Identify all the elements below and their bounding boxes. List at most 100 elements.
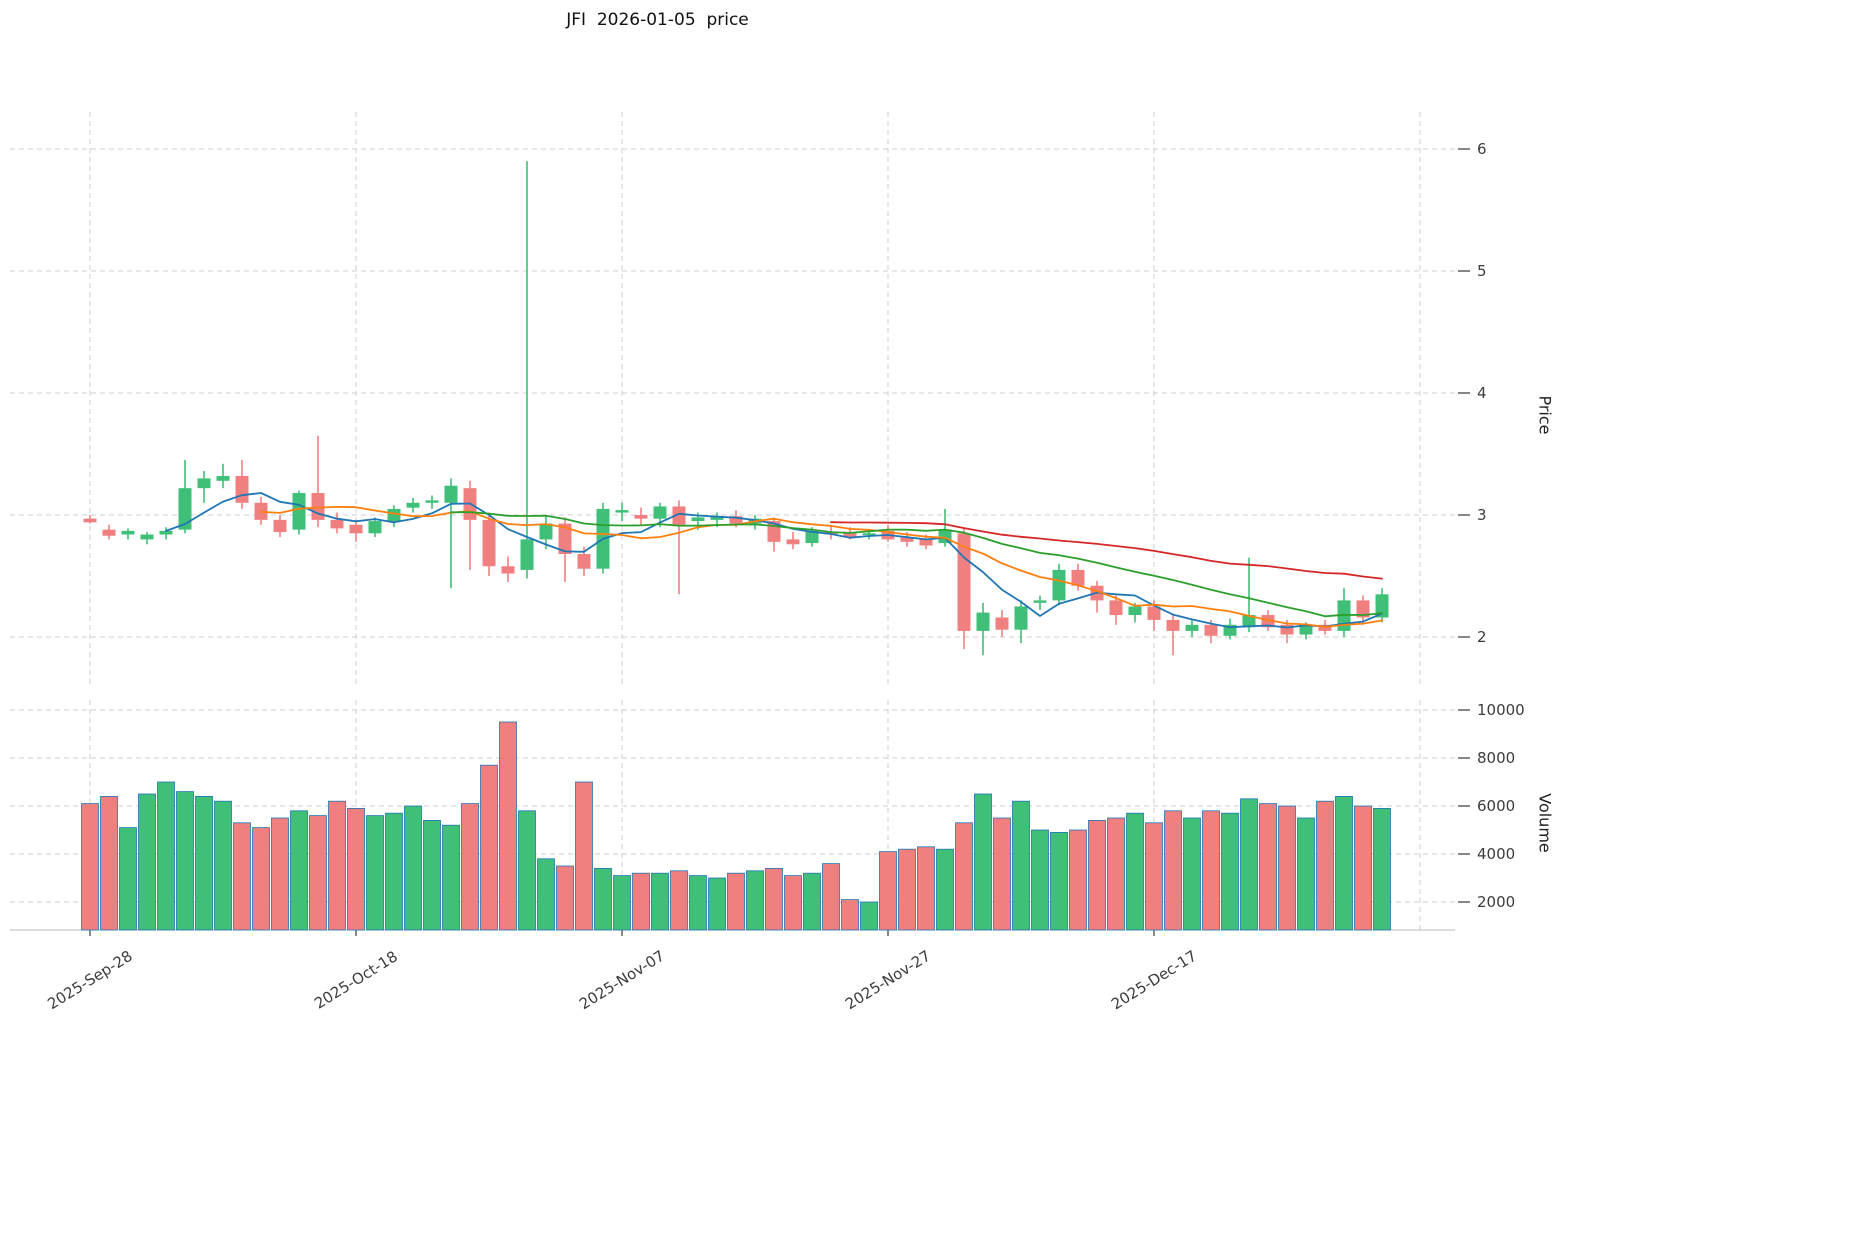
candle-body (1242, 615, 1256, 628)
volume-bar (1278, 805, 1296, 931)
candle-body (615, 510, 629, 513)
candle-body (919, 539, 933, 546)
price-tick-label: 4 (1477, 384, 1487, 402)
volume-bar (290, 810, 308, 931)
volume-bar (1221, 812, 1239, 931)
volume-bar (328, 800, 346, 931)
volume-bar (271, 817, 289, 931)
candle-body (862, 533, 876, 536)
volume-bar (727, 872, 745, 931)
candle-body (140, 534, 154, 540)
candle-body (1128, 606, 1142, 616)
volume-bar (689, 875, 707, 931)
volume-bar (366, 815, 384, 931)
candle-body (539, 523, 553, 540)
candle-body (235, 475, 249, 503)
volume-bar (100, 796, 118, 931)
candle-body (843, 532, 857, 537)
volume-bar (252, 827, 270, 931)
volume-bar (480, 764, 498, 931)
volume-bar (1202, 810, 1220, 931)
candle-body (729, 516, 743, 524)
candle-body (1299, 624, 1313, 635)
volume-bar (1259, 803, 1277, 931)
x-tick-label: 2025-Dec-17 (1108, 947, 1200, 1014)
candle-body (83, 518, 97, 523)
candle-body (1147, 606, 1161, 620)
volume-tick-label: 8000 (1477, 749, 1515, 767)
candle-body (1052, 569, 1066, 601)
volume-bar (632, 872, 650, 931)
candle-body (425, 500, 439, 503)
volume-tick-label: 10000 (1477, 701, 1525, 719)
volume-bar (499, 721, 517, 931)
candle-body (786, 539, 800, 545)
volume-bar (119, 827, 137, 931)
candle-body (102, 529, 116, 536)
volume-bar (765, 868, 783, 931)
candle-body (976, 612, 990, 631)
volume-bar (936, 848, 954, 931)
candle-body (197, 478, 211, 489)
candle-body (1318, 624, 1332, 631)
volume-bar (138, 793, 156, 931)
candle-body (1033, 600, 1047, 603)
candle-body (995, 617, 1009, 630)
candle-body (178, 488, 192, 530)
volume-bar (613, 875, 631, 931)
candle-body (444, 485, 458, 503)
volume-bar (518, 810, 536, 931)
volume-bar (1031, 829, 1049, 931)
x-tick-label: 2025-Oct-18 (311, 947, 401, 1012)
volume-bar (1183, 817, 1201, 931)
volume-bar (670, 870, 688, 931)
ma-line-ma20 (450, 511, 1383, 618)
candle-body (1185, 624, 1199, 631)
price-tick-label: 2 (1477, 628, 1487, 646)
volume-bar (423, 820, 441, 931)
volume-bar (1126, 812, 1144, 931)
candle-body (330, 519, 344, 529)
candle-body (292, 493, 306, 530)
price-tick-label: 3 (1477, 506, 1487, 524)
volume-bar (81, 803, 99, 931)
candle-body (1014, 606, 1028, 630)
volume-bar (347, 808, 365, 931)
chart-title: JFI 2026-01-05 price (566, 10, 749, 30)
volume-bar (879, 851, 897, 931)
x-tick-label: 2025-Nov-07 (576, 947, 668, 1014)
candle-body (482, 519, 496, 567)
volume-bar (442, 824, 460, 931)
volume-bar (385, 812, 403, 931)
candle-body (501, 566, 515, 574)
x-tick-label: 2025-Sep-28 (44, 947, 135, 1013)
volume-bar (1240, 798, 1258, 931)
candle-body (1223, 624, 1237, 636)
volume-bar (974, 793, 992, 931)
volume-bar (176, 791, 194, 931)
candle-body (653, 506, 667, 519)
candle-body (1356, 600, 1370, 618)
candle-body (938, 529, 952, 544)
candle-body (368, 521, 382, 534)
candle-body (710, 516, 724, 520)
candle-body (1280, 624, 1294, 635)
candle-body (216, 475, 230, 481)
volume-bar (157, 781, 175, 931)
volume-bar (575, 781, 593, 931)
x-tick-label: 2025-Nov-27 (842, 947, 934, 1014)
volume-bar (309, 815, 327, 931)
volume-bar (1335, 796, 1353, 931)
candle-body (311, 493, 325, 520)
volume-bar (708, 877, 726, 931)
volume-bar (1297, 817, 1315, 931)
volume-bar (461, 803, 479, 931)
volume-bar (1373, 808, 1391, 931)
candle-body (273, 519, 287, 533)
volume-bar (594, 868, 612, 931)
ma-line-ma5 (165, 492, 1383, 629)
volume-bar (993, 817, 1011, 931)
volume-tick-label: 4000 (1477, 845, 1515, 863)
volume-bar (1354, 805, 1372, 931)
